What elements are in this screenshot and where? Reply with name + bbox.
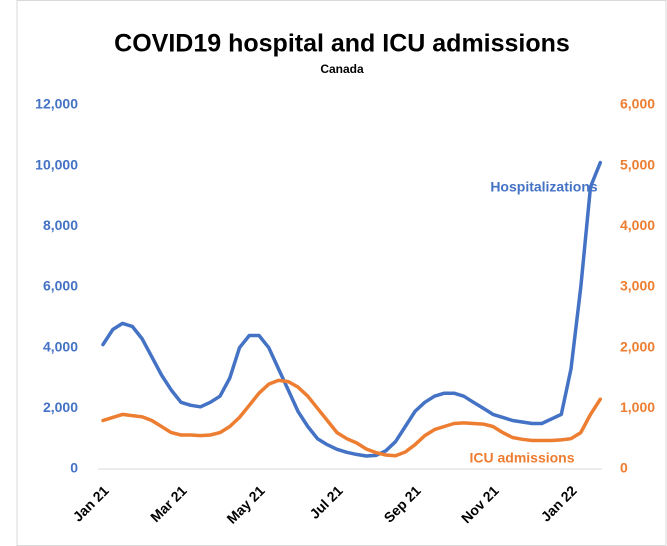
series-label: ICU admissions <box>469 450 574 466</box>
y-tick-label: 10,000 <box>35 156 78 172</box>
series-line <box>101 160 603 458</box>
y2-tick-label: 1,000 <box>620 399 655 415</box>
y-tick-label: 6,000 <box>43 278 78 294</box>
y-tick-label: 2,000 <box>43 399 78 415</box>
y-tick-label: 0 <box>70 460 78 476</box>
x-tick-label: Jul 21 <box>306 482 346 522</box>
y2-tick-label: 5,000 <box>620 156 655 172</box>
x-tick-label: Nov 21 <box>458 482 502 526</box>
x-tick-label: May 21 <box>223 482 267 526</box>
series-label: Hospitalizations <box>490 179 598 195</box>
y2-tick-label: 2,000 <box>620 338 655 354</box>
y2-tick-label: 3,000 <box>620 278 655 294</box>
y2-tick-label: 6,000 <box>620 96 655 112</box>
chart-subtitle: Canada <box>320 62 364 76</box>
y2-tick-label: 4,000 <box>620 217 655 233</box>
x-tick-label: Jan 21 <box>70 482 112 524</box>
y-tick-label: 4,000 <box>43 338 78 354</box>
x-tick-label: Jan 22 <box>538 482 580 524</box>
x-tick-label: Mar 21 <box>147 482 190 525</box>
y2-tick-label: 0 <box>620 460 628 476</box>
chart-title: COVID19 hospital and ICU admissions <box>114 30 570 58</box>
y-tick-label: 12,000 <box>35 96 78 112</box>
y-tick-label: 8,000 <box>43 217 78 233</box>
x-tick-label: Sep 21 <box>381 482 424 525</box>
series-line <box>101 378 603 458</box>
